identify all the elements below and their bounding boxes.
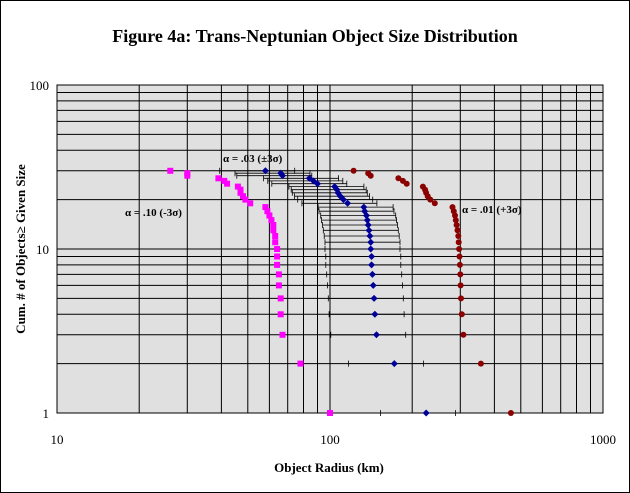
data-point-alpha_01 xyxy=(455,233,462,239)
data-point-alpha_03 xyxy=(390,360,398,368)
data-point-alpha_01 xyxy=(477,360,484,367)
data-point-alpha_10 xyxy=(234,183,241,190)
x-tick-label: 100 xyxy=(320,432,340,447)
data-point-alpha_03 xyxy=(344,199,352,207)
data-point-alpha_10 xyxy=(277,311,284,318)
data-point-alpha_01 xyxy=(395,175,402,182)
data-point-alpha_01 xyxy=(454,227,461,234)
data-point-alpha_10 xyxy=(274,246,281,252)
x-tick-label: 1000 xyxy=(590,432,616,447)
data-point-alpha_10 xyxy=(270,222,277,228)
data-point-alpha_10 xyxy=(275,271,282,278)
data-point-alpha_10 xyxy=(247,200,254,207)
data-point-alpha_10 xyxy=(277,295,284,302)
data-point-alpha_10 xyxy=(272,233,279,239)
x-axis-label: Object Radius (km) xyxy=(274,460,384,475)
data-point-alpha_01 xyxy=(455,239,462,246)
data-point-alpha_10 xyxy=(237,186,244,193)
data-point-alpha_10 xyxy=(268,217,275,224)
data-point-alpha_03 xyxy=(261,167,269,175)
data-point-alpha_03 xyxy=(422,409,430,417)
data-points xyxy=(167,167,514,417)
data-point-alpha_03 xyxy=(368,261,376,269)
data-point-alpha_10 xyxy=(274,261,281,268)
data-point-alpha_10 xyxy=(275,282,282,289)
data-point-alpha_01 xyxy=(458,295,464,302)
annotation-alpha-03: α = .03 (±3σ) xyxy=(223,153,283,165)
x-tick-label: 10 xyxy=(51,432,64,447)
data-point-alpha_03 xyxy=(314,180,322,188)
data-point-alpha_10 xyxy=(270,227,277,234)
data-point-alpha_01 xyxy=(403,180,410,187)
data-point-alpha_03 xyxy=(372,331,380,339)
data-point-alpha_10 xyxy=(242,196,249,203)
y-axis-label: Cum. # of Objects≥ Given Size xyxy=(13,164,28,334)
data-point-alpha_01 xyxy=(427,196,434,203)
data-point-alpha_03 xyxy=(363,216,371,224)
data-point-alpha_10 xyxy=(167,167,174,174)
chart-title: Figure 4a: Trans-Neptunian Object Size D… xyxy=(112,26,518,46)
data-point-alpha_01 xyxy=(460,331,467,338)
data-point-alpha_10 xyxy=(272,239,279,246)
data-point-alpha_03 xyxy=(364,221,372,229)
annotation-alpha-10: α = .10 (-3σ) xyxy=(125,207,182,219)
data-point-alpha_01 xyxy=(457,282,464,289)
data-point-alpha_01 xyxy=(453,222,460,228)
data-point-alpha_01 xyxy=(457,271,464,278)
y-tick-label: 10 xyxy=(36,242,49,257)
data-point-alpha_03 xyxy=(369,281,377,289)
data-point-alpha_01 xyxy=(452,212,458,219)
data-point-alpha_10 xyxy=(274,253,281,260)
data-point-alpha_01 xyxy=(431,200,438,207)
y-tick-label: 1 xyxy=(43,406,50,421)
data-point-alpha_03 xyxy=(367,238,375,246)
data-point-alpha_01 xyxy=(456,261,463,268)
annotation-alpha-01: α = .01 (+3σ) xyxy=(462,204,522,216)
data-point-alpha_01 xyxy=(456,253,463,260)
y-tick-labels: 1 10 100 xyxy=(30,78,50,421)
data-point-alpha_10 xyxy=(237,189,244,196)
data-point-alpha_03 xyxy=(366,232,374,240)
y-tick-label: 100 xyxy=(30,78,50,93)
data-point-alpha_10 xyxy=(240,193,246,200)
data-point-alpha_01 xyxy=(458,311,465,318)
data-point-alpha_10 xyxy=(327,410,333,416)
data-point-alpha_03 xyxy=(362,212,370,220)
data-point-alpha_10 xyxy=(279,331,286,338)
data-point-alpha_03 xyxy=(368,253,376,261)
data-point-alpha_10 xyxy=(224,180,231,187)
data-point-alpha_10 xyxy=(262,204,269,211)
data-point-alpha_01 xyxy=(367,172,374,179)
data-point-alpha_01 xyxy=(507,410,514,416)
data-point-alpha_03 xyxy=(365,226,373,234)
x-tick-labels: 10 100 1000 xyxy=(51,432,617,447)
data-point-alpha_03 xyxy=(370,294,378,302)
data-point-alpha_03 xyxy=(371,310,379,318)
data-point-alpha_10 xyxy=(215,175,222,182)
data-point-alpha_01 xyxy=(452,217,459,224)
data-point-alpha_03 xyxy=(367,245,375,253)
data-point-alpha_03 xyxy=(339,196,347,204)
data-point-alpha_10 xyxy=(266,212,273,219)
data-point-alpha_10 xyxy=(297,360,304,367)
data-point-alpha_03 xyxy=(279,172,287,180)
data-point-alpha_10 xyxy=(184,172,191,179)
data-point-alpha_03 xyxy=(368,270,376,278)
data-point-alpha_01 xyxy=(350,167,357,174)
data-point-alpha_01 xyxy=(456,246,463,252)
data-point-alpha_10 xyxy=(264,208,271,215)
